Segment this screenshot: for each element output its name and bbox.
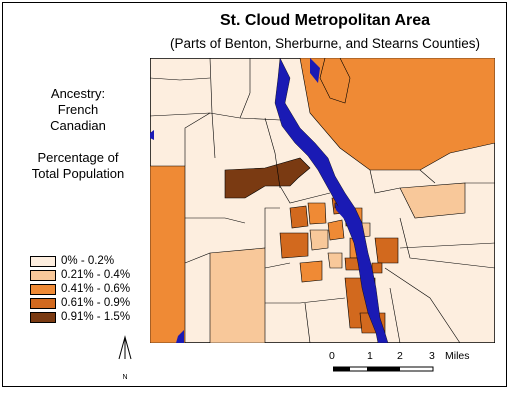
legend-label: 0.41% - 0.6% [61,283,131,295]
ancestry-label: Ancestry: [50,86,106,101]
legend-item: 0.61% - 0.9% [30,296,130,310]
ancestry-group-line1: French [57,102,99,117]
tract [309,229,329,251]
legend-label: 0.61% - 0.9% [61,297,131,309]
tract [150,165,186,343]
measure-label-line2: Total Population [31,166,125,181]
river-tributary [310,58,320,83]
legend-item: 0.21% - 0.4% [30,268,130,282]
tract [289,205,309,229]
legend-swatch [30,311,56,323]
tract [327,252,343,269]
legend-swatch [30,269,56,281]
mississippi-river [274,58,389,343]
ancestry-label-block: Ancestry: French Canadian [18,86,138,134]
river-tributary [335,203,355,233]
scale-tick-label: 2 [397,350,403,362]
tract [209,247,266,343]
legend-swatch [30,255,56,267]
scale-unit-label: Miles [445,350,470,362]
legend-item: 0.91% - 1.5% [30,310,130,324]
tract [374,237,399,264]
scale-tick-label: 3 [429,350,435,362]
legend-swatch [30,283,56,295]
map-frame [2,2,507,387]
north-label: N [122,374,128,381]
tract [279,232,309,259]
scale-bar-graphic [333,366,434,372]
choropleth-map [150,58,495,343]
legend-label: 0.21% - 0.4% [61,269,131,281]
map-title: St. Cloud Metropolitan Area [219,12,431,29]
map-subtitle: (Parts of Benton, Sherburne, and Stearns… [170,36,480,51]
measure-label-block: Percentage of Total Population [18,150,138,182]
tract [371,262,383,274]
north-arrow-icon [118,335,132,360]
legend: 0% - 0.2% 0.21% - 0.4% 0.41% - 0.6% 0.61… [30,254,130,324]
legend-label: 0.91% - 1.5% [61,311,131,323]
north-arrow: N [115,333,135,381]
tract [399,182,466,219]
legend-label: 0% - 0.2% [61,255,115,267]
legend-item: 0.41% - 0.6% [30,282,130,296]
scale-tick-label: 0 [329,350,335,362]
measure-label-line1: Percentage of [37,150,119,165]
legend-swatch [30,297,56,309]
tract [224,157,311,199]
tract [319,58,351,104]
tract [327,219,345,241]
tract [299,260,323,283]
scale-tick-label: 1 [367,350,373,362]
river-tributary [150,130,154,140]
tract [307,202,327,225]
tract-boundaries [150,58,495,343]
ancestry-group-line2: Canadian [50,118,106,133]
legend-item: 0% - 0.2% [30,254,130,268]
river-tributary [176,330,184,343]
